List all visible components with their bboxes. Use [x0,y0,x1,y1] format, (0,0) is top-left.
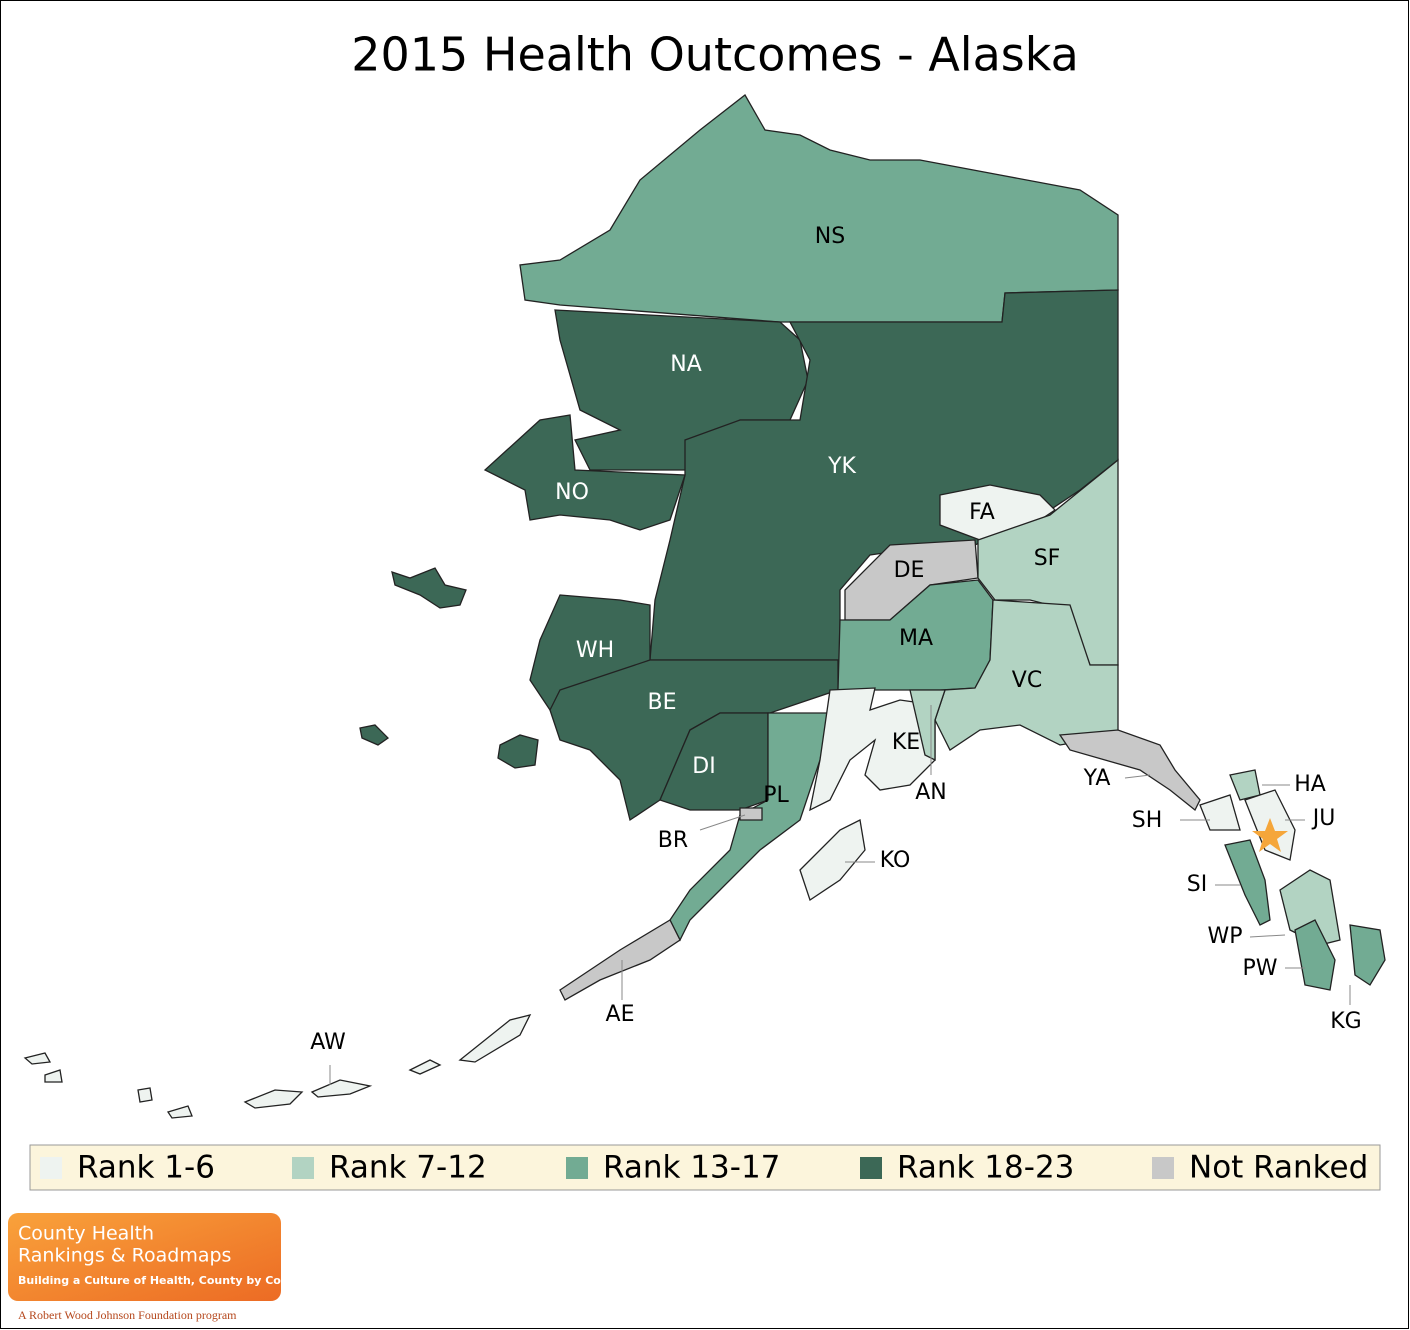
region-label: KG [1330,1009,1361,1034]
region-label: PW [1242,956,1277,981]
region-shape [659,712,769,811]
region-label: BR [658,828,688,853]
region-shape [458,1014,532,1063]
region-shape [243,1089,304,1109]
region-shape [799,819,866,902]
region-label: HA [1294,772,1326,797]
region-shape [939,484,1057,541]
legend-label: Rank 13-17 [603,1150,780,1186]
logo-tagline: Building a Culture of Health, County by … [18,1274,309,1287]
region-label: YK [827,454,856,479]
region-label: SF [1034,546,1061,571]
region-label: FA [969,500,995,525]
region-label: DI [692,754,715,779]
legend-swatch [292,1157,314,1179]
region-shape [934,599,1119,751]
region-shape [137,1087,153,1103]
region-label: NA [670,352,702,377]
region-label: SI [1187,872,1207,897]
region-label: NO [555,480,589,505]
region-shape [359,724,390,746]
legend-label: Rank 7-12 [329,1150,487,1186]
region-shape [1199,794,1241,831]
region-shape [739,807,763,821]
logo-line: County Health [18,1223,154,1245]
title: 2015 Health Outcomes - Alaska [351,28,1079,82]
region-shape [909,689,946,762]
region-label: WP [1207,924,1242,949]
region-label: AW [310,1030,346,1055]
region-shape [1279,869,1341,946]
region-label: DE [894,558,925,583]
region-shape [1349,924,1386,986]
region-shape [408,1059,442,1075]
region-label: JU [1311,806,1336,831]
region-label: WH [576,638,614,663]
region-shape [669,712,831,942]
region-shape [559,919,681,1001]
leader-line [699,814,746,831]
logo-footer: A Robert Wood Johnson Foundation program [18,1308,237,1322]
region-label: KE [892,730,920,755]
region-label: VC [1012,668,1042,693]
region-shape [497,734,539,769]
region-shape [391,567,467,609]
region-label: PL [763,783,789,808]
legend-label: Rank 18-23 [897,1150,1074,1186]
region-shape [1294,919,1336,991]
capital-star [1252,818,1288,852]
region-label: MA [899,626,933,651]
legend-swatch [860,1157,882,1179]
legend-swatch [40,1157,62,1179]
region-shape [483,414,686,531]
region-label: AN [915,780,947,805]
region-label: NS [815,224,845,249]
region-label: BE [648,690,677,715]
legend-swatch [1152,1157,1174,1179]
region-shape [23,1052,52,1065]
legend-swatch [566,1157,588,1179]
region-label: AE [606,1002,635,1027]
region-shape [809,687,936,812]
region-shape [1058,729,1201,812]
logo-line: Rankings & Roadmaps [18,1245,231,1267]
legend-label: Not Ranked [1189,1150,1368,1186]
region-label: YA [1083,766,1111,791]
region-shape [166,1105,193,1119]
region-shape [310,1079,373,1098]
logo-badge [8,1213,281,1301]
leader-line [1249,934,1286,938]
leader-line [1124,774,1151,779]
region-shape [44,1069,63,1083]
region-label: KO [880,848,911,873]
legend-label: Rank 1-6 [77,1150,215,1186]
region-shape [1224,839,1271,926]
region-label: SH [1132,808,1163,833]
